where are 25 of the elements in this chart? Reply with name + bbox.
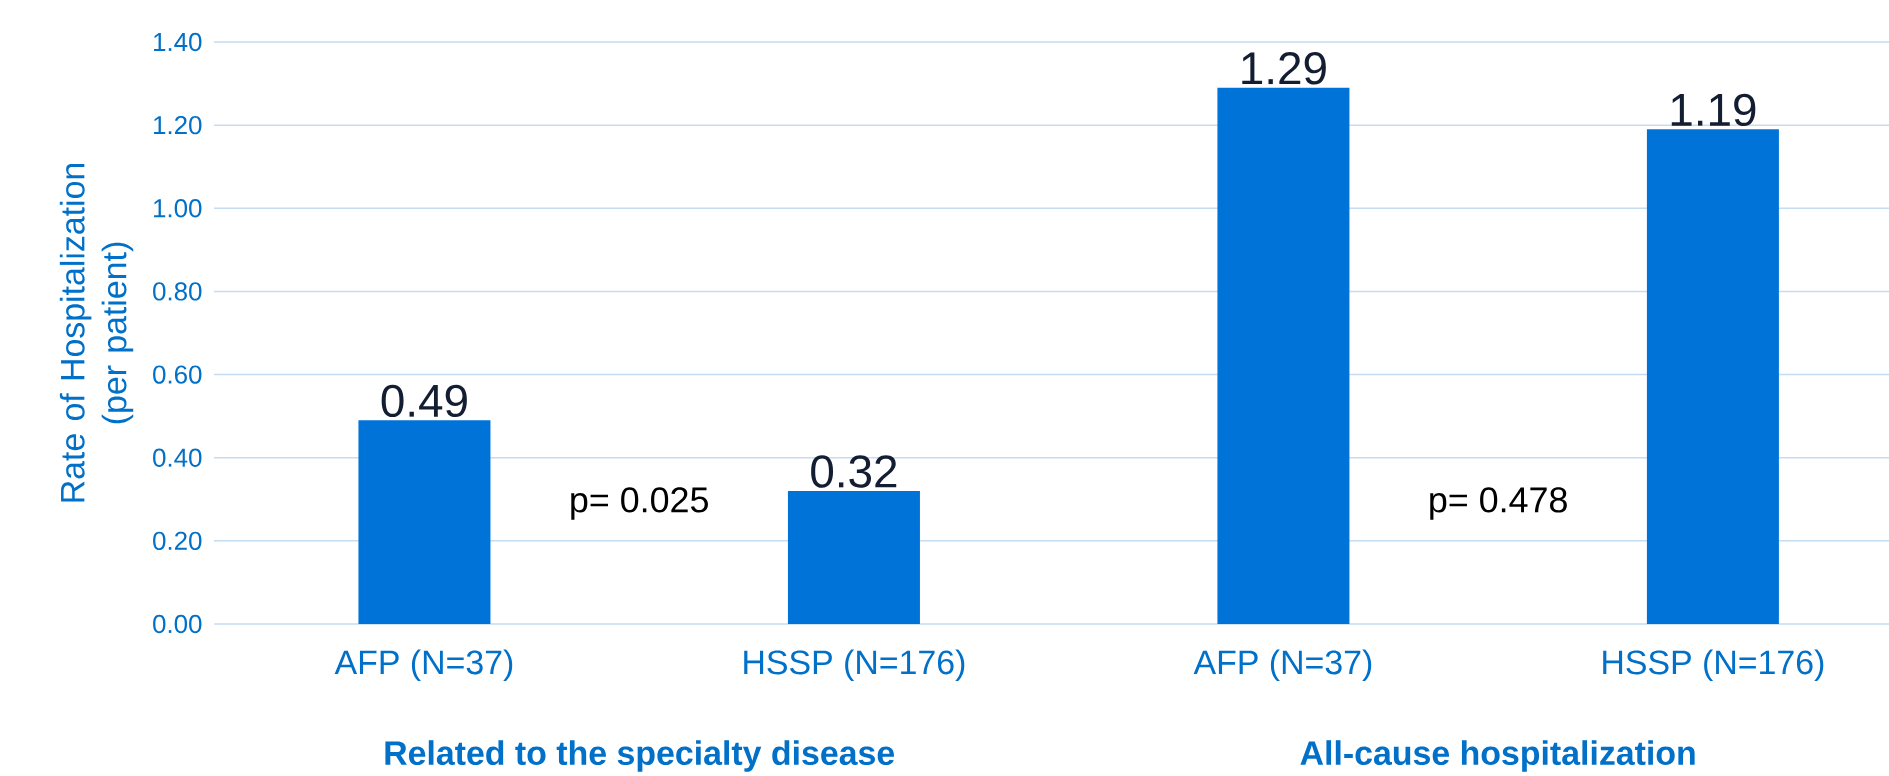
- bar: [358, 420, 491, 624]
- y-tick-label: 1.20: [154, 115, 202, 135]
- text: All-cause hospitalization: [1300, 740, 1695, 772]
- y-tick-label: 0.40: [153, 448, 202, 467]
- y-tick-label: 1.00: [154, 199, 202, 218]
- data-label: 1.19: [1671, 93, 1756, 127]
- annotation: p= 0.478: [1430, 487, 1567, 520]
- text: Related to the specialty disease: [385, 740, 895, 772]
- x-tick-label: AFP (N=37): [334, 649, 513, 682]
- data-label: 1.29: [1242, 52, 1326, 85]
- bar: [1646, 129, 1779, 624]
- x-tick-label: AFP (N=37): [1193, 649, 1372, 682]
- data-label: 0.32: [811, 455, 897, 488]
- y-axis-title: Rate of Hospitalization (per patient): [59, 163, 134, 502]
- y-tick-label: 0.80: [153, 282, 202, 301]
- y-tick-label: 0.20: [153, 531, 202, 551]
- y-tick-label: 1.40: [154, 32, 202, 52]
- bar: [1217, 87, 1350, 624]
- y-tick-label: 0.00: [153, 614, 202, 634]
- data-label: 0.49: [381, 384, 467, 418]
- x-tick-label: HSSP (N=176): [744, 649, 965, 682]
- annotation: p= 0.025: [571, 487, 708, 520]
- y-tick-label: 0.60: [153, 365, 202, 384]
- bar: [787, 490, 920, 624]
- x-tick-label: HSSP (N=176): [1603, 649, 1824, 682]
